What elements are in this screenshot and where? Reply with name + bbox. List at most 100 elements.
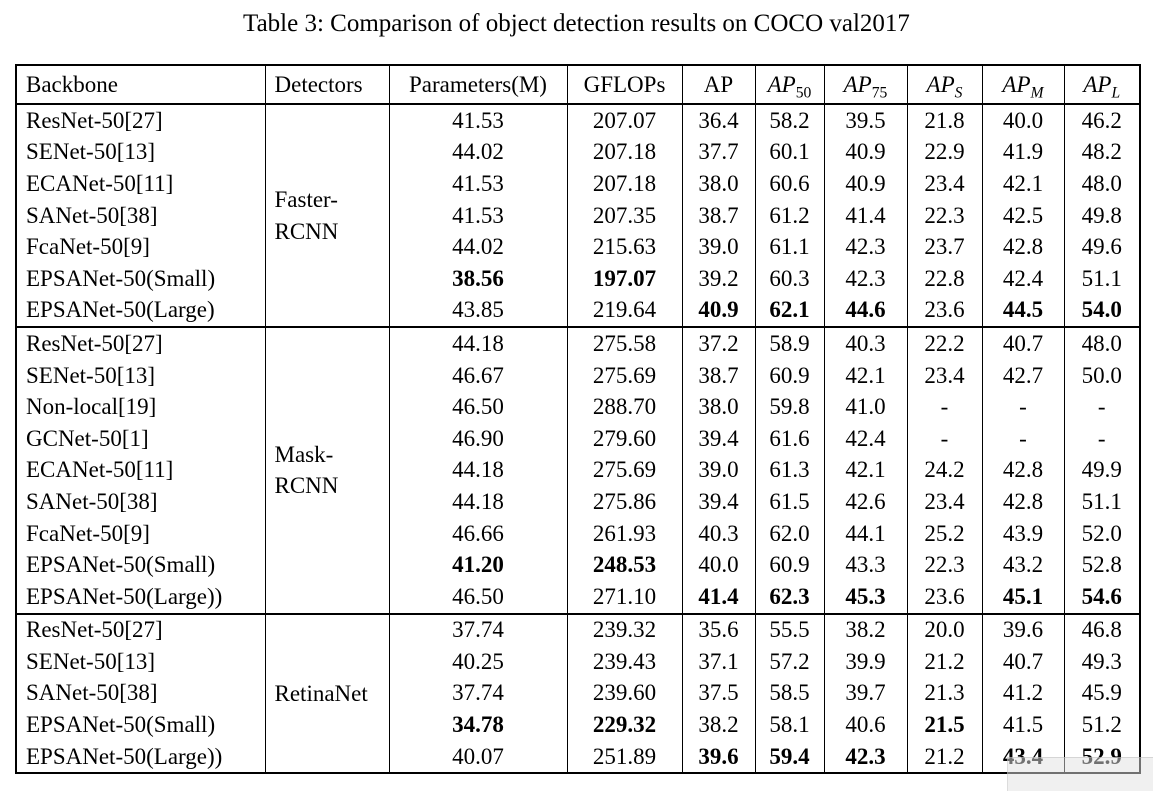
cell-params: 37.74 — [388, 677, 568, 710]
cell-apm: 43.2 — [981, 549, 1065, 581]
cell-aps: 21.2 — [906, 740, 983, 774]
cell-backbone: ResNet-50[27] — [15, 326, 266, 360]
cell-backbone: SENet-50[13] — [15, 646, 266, 678]
cell-ap50: 58.2 — [754, 104, 825, 137]
table-row: SANet-50[38] 37.74 239.60 37.5 58.5 39.7 21.3 4… — [15, 677, 1141, 710]
cell-params: 46.67 — [388, 359, 568, 392]
cell-params: 34.78 — [388, 709, 568, 741]
cell-params: 44.02 — [388, 136, 568, 169]
table-row: ECANet-50[11] 44.18 275.69 39.0 61.3 42.1 24.2… — [15, 454, 1141, 487]
cell-ap: 38.0 — [681, 168, 756, 200]
col-header-detector: Detectors — [264, 65, 390, 105]
cell-ap75: 42.1 — [823, 359, 908, 392]
cell-gflops: 251.89 — [566, 740, 683, 774]
cell-aps: 23.7 — [906, 231, 983, 263]
table-row: EPSANet-50(Small) 34.78 229.32 38.2 58.1 40.6… — [15, 709, 1141, 741]
cell-params: 46.90 — [388, 422, 568, 455]
cell-ap75: 39.9 — [823, 646, 908, 678]
cell-ap: 39.0 — [681, 454, 756, 487]
cell-ap: 41.4 — [681, 580, 756, 614]
cell-gflops: 207.07 — [566, 104, 683, 137]
table-row: SENet-50[13] 46.67 275.69 38.7 60.9 42.1 23.4 4… — [15, 359, 1141, 392]
col-header-ap50: AP50 — [754, 65, 825, 105]
cell-ap: 39.0 — [681, 231, 756, 263]
cell-ap75: 39.5 — [823, 104, 908, 137]
cell-ap75: 39.7 — [823, 677, 908, 710]
cell-apl: 52.8 — [1063, 549, 1141, 581]
cell-apm: 42.1 — [981, 168, 1065, 200]
col-header-aps: APS — [906, 65, 983, 105]
cell-ap50: 61.2 — [754, 199, 825, 232]
cell-apl: 49.3 — [1063, 646, 1141, 678]
cell-apm: 42.8 — [981, 231, 1065, 263]
col-header-backbone: Backbone — [15, 65, 266, 105]
cell-ap50: 62.0 — [754, 517, 825, 550]
cell-ap75: 41.0 — [823, 391, 908, 423]
cell-apl: 48.0 — [1063, 326, 1141, 360]
cell-apm: 41.9 — [981, 136, 1065, 169]
cell-aps: 22.9 — [906, 136, 983, 169]
cell-gflops: 229.32 — [566, 709, 683, 741]
cell-gflops: 275.58 — [566, 326, 683, 360]
cell-params: 41.53 — [388, 168, 568, 200]
table-row: SANet-50[38] 41.53 207.35 38.7 61.2 41.4 22.3 4… — [15, 199, 1141, 232]
cell-apm: 40.0 — [981, 104, 1065, 137]
table-caption: Table 3: Comparison of object detection … — [243, 10, 910, 37]
cell-aps: 22.2 — [906, 326, 983, 360]
watermark-artifact — [1007, 757, 1153, 791]
col-header-apm: APM — [981, 65, 1065, 105]
cell-aps: 22.3 — [906, 199, 983, 232]
cell-ap: 38.0 — [681, 391, 756, 423]
cell-params: 40.25 — [388, 646, 568, 678]
cell-apl: 50.0 — [1063, 359, 1141, 392]
cell-ap75: 44.1 — [823, 517, 908, 550]
table-row: Non-local[19] 46.50 288.70 38.0 59.8 41.0- - - — [15, 391, 1141, 423]
cell-backbone: ResNet-50[27] — [15, 612, 266, 647]
cell-backbone: SENet-50[13] — [15, 359, 266, 392]
table-row: FcaNet-50[9] 44.02 215.63 39.0 61.1 42.3 23.7 4… — [15, 231, 1141, 263]
cell-ap50: 61.5 — [754, 486, 825, 518]
cell-ap50: 57.2 — [754, 646, 825, 678]
cell-apm: 40.7 — [981, 326, 1065, 360]
col-header-ap: AP — [681, 65, 756, 105]
cell-ap: 37.7 — [681, 136, 756, 169]
cell-backbone: FcaNet-50[9] — [15, 231, 266, 263]
cell-aps: 23.6 — [906, 580, 983, 614]
cell-apm: - — [981, 391, 1065, 423]
cell-gflops: 248.53 — [566, 549, 683, 581]
cell-ap: 37.2 — [681, 326, 756, 360]
cell-backbone: SANet-50[38] — [15, 199, 266, 232]
cell-apm: 43.9 — [981, 517, 1065, 550]
table-row: EPSANet-50(Large)) 46.50 271.10 41.4 62.3 45.… — [15, 580, 1141, 614]
cell-params: 44.18 — [388, 486, 568, 518]
cell-ap: 40.0 — [681, 549, 756, 581]
cell-ap50: 60.6 — [754, 168, 825, 200]
cell-ap50: 58.1 — [754, 709, 825, 741]
cell-apm: 42.5 — [981, 199, 1065, 232]
cell-apl: 49.6 — [1063, 231, 1141, 263]
cell-apl: 49.8 — [1063, 199, 1141, 232]
cell-apl: 46.8 — [1063, 612, 1141, 647]
cell-backbone: SENet-50[13] — [15, 136, 266, 169]
cell-gflops: 197.07 — [566, 262, 683, 295]
cell-apm: 45.1 — [981, 580, 1065, 614]
cell-apl: - — [1063, 391, 1141, 423]
cell-backbone: GCNet-50[1] — [15, 422, 266, 455]
cell-aps: 25.2 — [906, 517, 983, 550]
cell-ap75: 42.4 — [823, 422, 908, 455]
cell-apl: 51.1 — [1063, 262, 1141, 295]
cell-aps: 23.4 — [906, 486, 983, 518]
cell-ap75: 42.3 — [823, 231, 908, 263]
cell-backbone: SANet-50[38] — [15, 486, 266, 518]
cell-ap: 40.3 — [681, 517, 756, 550]
cell-apl: 48.2 — [1063, 136, 1141, 169]
table-row: GCNet-50[1] 46.90 279.60 39.4 61.6 42.4- - - — [15, 422, 1141, 455]
cell-ap: 39.6 — [681, 740, 756, 774]
cell-aps: 24.2 — [906, 454, 983, 487]
cell-ap: 38.2 — [681, 709, 756, 741]
cell-params: 41.20 — [388, 549, 568, 581]
cell-ap50: 55.5 — [754, 612, 825, 647]
results-table: Backbone Detectors Parameters(M) GFLOPs AP AP… — [15, 64, 1141, 775]
cell-backbone: EPSANet-50(Large) — [15, 294, 266, 328]
cell-detector: Faster- RCNN — [264, 104, 390, 328]
